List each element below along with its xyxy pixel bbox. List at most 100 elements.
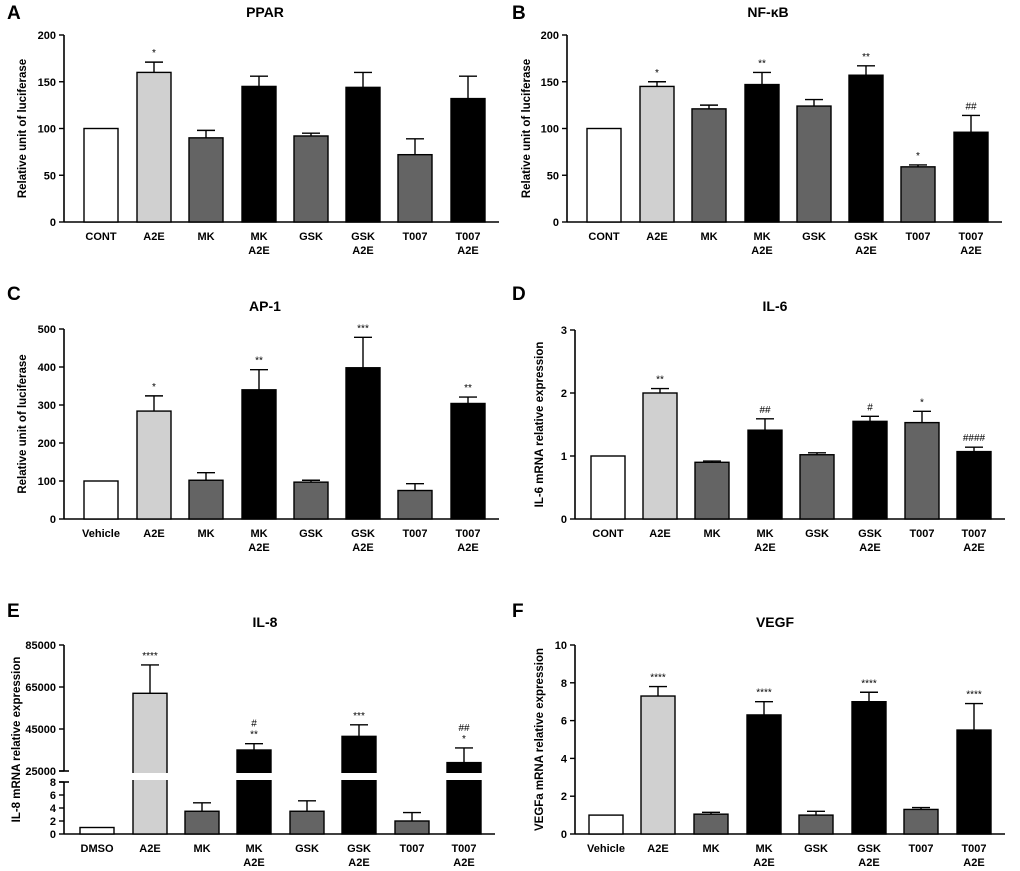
bar bbox=[79, 826, 115, 835]
panel-label: B bbox=[512, 3, 526, 24]
significance-label: * bbox=[916, 151, 920, 162]
y-tick-label: 25000 bbox=[25, 766, 56, 778]
bar bbox=[956, 729, 992, 835]
panel-c: C AP-1 Relative unit of luciferase 0 100 200 3… bbox=[7, 284, 499, 554]
bar bbox=[691, 108, 727, 223]
bar bbox=[289, 810, 325, 835]
bar bbox=[746, 714, 782, 835]
x-tick-label: T007 bbox=[402, 231, 427, 243]
chart-title: AP-1 bbox=[249, 298, 281, 314]
y-tick-label: 150 bbox=[541, 77, 559, 89]
panel-label: F bbox=[512, 601, 524, 622]
bar bbox=[394, 820, 430, 835]
significance-label: * bbox=[152, 48, 156, 59]
bar-break-gap bbox=[445, 773, 483, 780]
y-tick-label: 0 bbox=[50, 829, 56, 841]
chart-title: IL-8 bbox=[253, 614, 278, 630]
significance-label: * bbox=[152, 382, 156, 393]
bar bbox=[640, 695, 676, 835]
bar bbox=[744, 83, 780, 223]
bar bbox=[450, 97, 486, 223]
x-tick-label: T007 A2E bbox=[455, 528, 480, 554]
x-tick-label: T007 A2E bbox=[961, 843, 986, 869]
bar bbox=[900, 166, 936, 223]
bar bbox=[83, 127, 119, 223]
x-tick-label: MK bbox=[193, 843, 210, 855]
significance-label: **** bbox=[861, 678, 877, 689]
x-tick-label: GSK A2E bbox=[351, 528, 375, 554]
x-tick-label: GSK bbox=[805, 528, 829, 540]
x-tick-label: GSK A2E bbox=[857, 843, 881, 869]
panel-b: B NF-κB Relative unit of luciferase 0 50 100 1… bbox=[512, 3, 1002, 257]
x-tick-label: A2E bbox=[139, 843, 160, 855]
x-tick-label: MK A2E bbox=[243, 843, 264, 869]
y-tick-label: 10 bbox=[555, 640, 567, 652]
x-tick-label: T007 A2E bbox=[958, 231, 983, 257]
x-tick-label: GSK bbox=[802, 231, 826, 243]
y-tick-label: 4 bbox=[50, 803, 57, 815]
x-tick-label: GSK bbox=[299, 528, 323, 540]
significance-label: # bbox=[867, 402, 873, 413]
significance-label: **** bbox=[966, 690, 982, 701]
panel-label: A bbox=[7, 3, 21, 24]
bar bbox=[136, 410, 172, 520]
y-tick-label: 0 bbox=[553, 217, 559, 229]
x-tick-label: Vehicle bbox=[82, 528, 120, 540]
x-tick-label: T007 A2E bbox=[455, 231, 480, 257]
x-tick-label: A2E bbox=[649, 528, 670, 540]
x-tick-label: CONT bbox=[592, 528, 623, 540]
bar bbox=[83, 480, 119, 520]
y-tick-label: 100 bbox=[38, 476, 56, 488]
bar-break-gap bbox=[131, 773, 169, 780]
bar bbox=[852, 420, 888, 520]
panel-label: C bbox=[7, 284, 21, 305]
y-tick-label: 200 bbox=[38, 438, 56, 450]
bar bbox=[694, 461, 730, 520]
y-tick-label: 6 bbox=[50, 790, 56, 802]
y-tick-label: 50 bbox=[547, 170, 559, 182]
x-tick-label: MK A2E bbox=[248, 528, 269, 554]
x-tick-label: MK A2E bbox=[751, 231, 772, 257]
significance-label: **** bbox=[756, 688, 772, 699]
y-tick-label: 45000 bbox=[25, 724, 56, 736]
x-tick-label: A2E bbox=[143, 528, 164, 540]
x-tick-label: MK A2E bbox=[753, 843, 774, 869]
bar-break-gap bbox=[340, 773, 378, 780]
y-axis-label: Relative unit of luciferase bbox=[17, 59, 29, 198]
x-tick-label: A2E bbox=[646, 231, 667, 243]
x-tick-label: GSK A2E bbox=[347, 843, 371, 869]
bar bbox=[397, 153, 433, 223]
bar bbox=[241, 85, 277, 223]
y-tick-label: 8 bbox=[561, 678, 567, 690]
significance-label: ## bbox=[965, 101, 977, 112]
bar bbox=[848, 74, 884, 223]
bar bbox=[956, 450, 992, 520]
y-tick-label: 400 bbox=[38, 362, 56, 374]
panel-label: D bbox=[512, 284, 526, 305]
panel-d: D IL-6 IL-6 mRNA relative expression 0 1 2 3 CO… bbox=[512, 284, 1005, 554]
bar bbox=[293, 481, 329, 520]
significance-label: **** bbox=[142, 651, 158, 662]
bar bbox=[588, 814, 624, 835]
panel-a: A PPAR Relative unit of luciferase 0 50 100 15… bbox=[7, 3, 499, 257]
x-tick-label: T007 bbox=[908, 843, 933, 855]
x-tick-label: MK bbox=[197, 528, 214, 540]
y-tick-label: 200 bbox=[38, 30, 56, 42]
bar bbox=[796, 105, 832, 223]
panel-label: E bbox=[7, 601, 20, 622]
y-tick-label: 500 bbox=[38, 324, 56, 336]
y-tick-label: 8 bbox=[50, 777, 56, 789]
bar bbox=[188, 137, 224, 223]
y-axis-label: VEGFa mRNA relative expression bbox=[534, 648, 546, 831]
x-tick-label: T007 A2E bbox=[451, 843, 476, 869]
x-tick-label: GSK A2E bbox=[854, 231, 878, 257]
significance-label: ## * bbox=[458, 723, 470, 745]
chart-title: VEGF bbox=[756, 614, 795, 630]
y-tick-label: 0 bbox=[50, 514, 56, 526]
y-tick-label: 4 bbox=[561, 753, 568, 765]
significance-label: ** bbox=[862, 52, 870, 63]
x-tick-label: MK A2E bbox=[248, 231, 269, 257]
x-tick-label: MK bbox=[702, 843, 719, 855]
bar bbox=[747, 429, 783, 520]
